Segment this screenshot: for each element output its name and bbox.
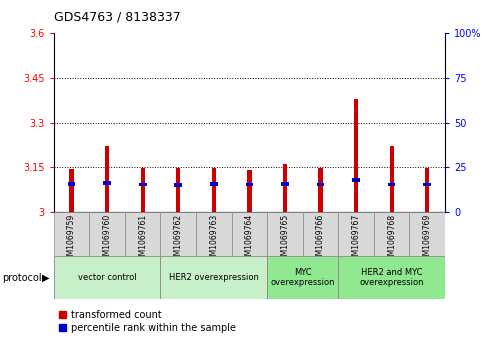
Bar — [281, 182, 288, 186]
Bar — [316, 183, 324, 186]
Bar — [140, 168, 144, 212]
Bar — [302, 212, 338, 256]
Bar — [389, 146, 393, 212]
Bar — [318, 168, 322, 212]
Text: GSM1069760: GSM1069760 — [102, 214, 111, 265]
Text: HER2 and MYC
overexpression: HER2 and MYC overexpression — [359, 268, 423, 287]
Bar — [89, 212, 124, 256]
Bar — [160, 212, 196, 256]
Text: GSM1069766: GSM1069766 — [315, 214, 325, 265]
Bar — [424, 168, 428, 212]
Text: GSM1069763: GSM1069763 — [209, 214, 218, 265]
Bar — [351, 178, 359, 182]
Text: vector control: vector control — [78, 273, 136, 282]
Bar — [353, 99, 358, 212]
Bar — [282, 164, 286, 212]
Bar — [209, 183, 217, 186]
Text: GSM1069768: GSM1069768 — [386, 214, 395, 265]
Bar — [231, 212, 266, 256]
Bar — [423, 183, 430, 186]
Bar — [373, 212, 408, 256]
Bar — [69, 169, 74, 212]
Text: GSM1069765: GSM1069765 — [280, 214, 289, 265]
Text: GSM1069762: GSM1069762 — [173, 214, 183, 265]
Bar — [124, 212, 160, 256]
Bar — [196, 212, 231, 256]
Text: GSM1069761: GSM1069761 — [138, 214, 147, 265]
Bar — [174, 183, 182, 187]
Text: GSM1069767: GSM1069767 — [351, 214, 360, 265]
Bar — [266, 212, 302, 256]
Bar — [103, 181, 111, 185]
Text: GDS4763 / 8138337: GDS4763 / 8138337 — [54, 11, 180, 24]
Bar — [247, 170, 251, 212]
Bar — [266, 256, 338, 299]
Bar — [160, 256, 266, 299]
Bar — [54, 212, 89, 256]
Bar — [105, 146, 109, 212]
Bar — [176, 168, 180, 212]
Bar — [408, 212, 444, 256]
Bar — [211, 168, 216, 212]
Text: ▶: ▶ — [41, 273, 49, 283]
Text: protocol: protocol — [2, 273, 42, 283]
Bar — [54, 256, 160, 299]
Bar — [139, 183, 146, 186]
Text: GSM1069769: GSM1069769 — [422, 214, 431, 265]
Text: MYC
overexpression: MYC overexpression — [270, 268, 334, 287]
Legend: transformed count, percentile rank within the sample: transformed count, percentile rank withi… — [59, 310, 236, 333]
Bar — [387, 183, 395, 186]
Text: GSM1069759: GSM1069759 — [67, 214, 76, 265]
Bar — [338, 256, 444, 299]
Text: GSM1069764: GSM1069764 — [244, 214, 253, 265]
Text: HER2 overexpression: HER2 overexpression — [168, 273, 258, 282]
Bar — [338, 212, 373, 256]
Bar — [68, 182, 75, 186]
Bar — [245, 183, 253, 186]
